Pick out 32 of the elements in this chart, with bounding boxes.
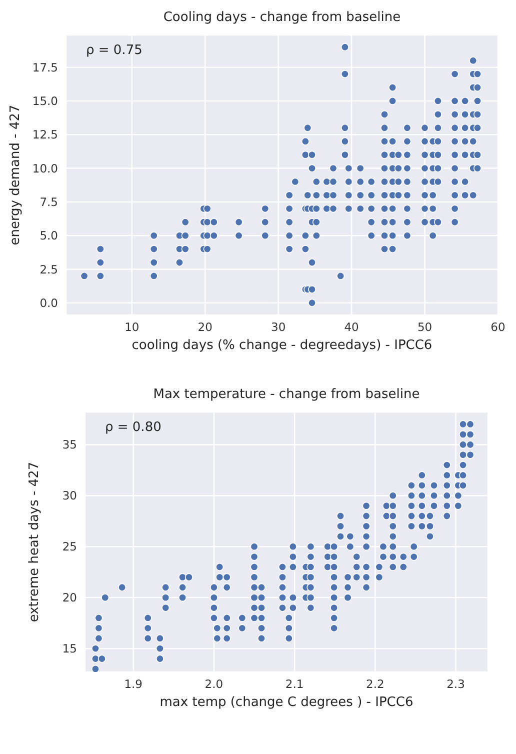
x-tick-label: 2.3	[446, 677, 465, 692]
y-tick-label: 15.0	[32, 94, 58, 108]
chart-title: Cooling days - change from baseline	[162, 9, 402, 27]
y-tick-label: 2.5	[40, 262, 58, 276]
y-tick-label: 10.0	[32, 161, 58, 176]
x-axis-title: max temp (change C degrees ) - IPCC6	[160, 694, 414, 712]
y-tick-label: 12.5	[32, 128, 58, 142]
x-tick-label: 50	[417, 320, 432, 334]
x-tick-label: 60	[490, 320, 506, 334]
x-tick-label: 2.0	[204, 677, 224, 692]
y-tick-label: 20	[62, 590, 77, 605]
annotation: ρ = 0.75	[86, 43, 142, 58]
y-tick-label: 25	[62, 540, 77, 554]
y-tick-label: 35	[62, 438, 77, 452]
x-tick-label: 10	[124, 320, 140, 334]
x-tick-label: 2.2	[366, 677, 384, 692]
x-tick-label: 1.9	[124, 677, 143, 692]
chart-title: Max temperature - change from baseline	[152, 386, 421, 404]
x-tick-label: 40	[344, 320, 359, 334]
y-axis-title: extreme heat days - 427	[27, 462, 43, 622]
y-axis-title: energy demand - 427	[8, 104, 24, 246]
y-tick-label: 30	[62, 488, 77, 503]
x-axis-title: cooling days (% change - degreedays) - IPCC6	[132, 337, 432, 355]
x-tick-label: 20	[198, 320, 212, 334]
y-tick-label: 5.0	[40, 228, 58, 243]
annotation: ρ = 0.80	[105, 420, 162, 435]
x-tick-label: 2.1	[285, 677, 304, 692]
x-tick-label: 30	[271, 320, 286, 334]
y-tick-label: 7.5	[40, 195, 58, 210]
y-tick-label: 0.0	[40, 296, 58, 310]
y-tick-label: 15	[62, 642, 77, 656]
y-tick-label: 17.5	[32, 60, 58, 74]
